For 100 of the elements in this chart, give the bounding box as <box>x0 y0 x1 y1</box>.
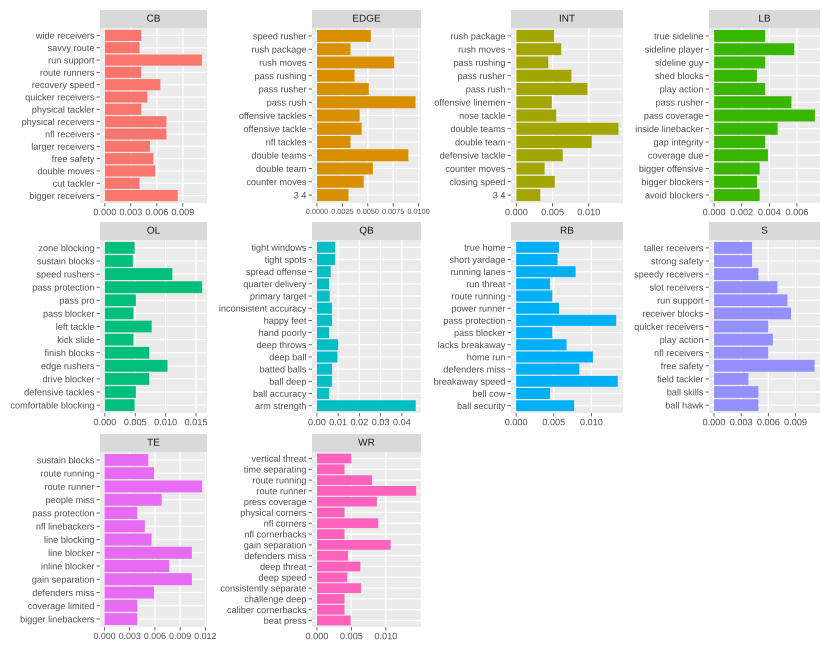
chart-title: INT <box>560 14 575 22</box>
y-tick-label: nfl receivers <box>46 130 94 138</box>
y-tick-label: challenge deep <box>244 596 306 604</box>
x-tick-label: 0.006 <box>144 632 166 640</box>
y-tick-label: lacks breakaway <box>438 341 506 350</box>
y-tick-label: quicker receivers <box>26 94 94 102</box>
y-tick-label: tight windows <box>252 244 306 253</box>
y-tick-label: pass rusher <box>259 86 306 94</box>
x-tick-label: 0.006 <box>786 208 808 216</box>
y-tick-label: wide receivers <box>36 32 94 39</box>
x-tick-label: 0.03 <box>372 418 390 426</box>
y-tick-label: route running <box>452 292 505 302</box>
y-tick-label: pass protection <box>444 317 505 326</box>
chart-title: S <box>762 226 768 234</box>
y-tick-label: line blocker <box>48 549 94 556</box>
y-tick-label: sideline guy <box>655 59 704 68</box>
y-tick-label: coverage due <box>648 152 704 160</box>
x-tick-label: 0.006 <box>757 418 780 426</box>
x-tick-label: 0.00 <box>308 418 326 426</box>
y-tick-label: arm strength <box>255 402 306 411</box>
y-tick-label: happy feet <box>264 317 306 326</box>
y-tick-label: offensive linemen <box>434 98 505 106</box>
x-tick-label: 0.000 <box>94 208 116 216</box>
x-tick-label: 0.000 <box>94 632 116 640</box>
y-tick-label: pass rushing <box>454 59 505 68</box>
y-tick-label: cut tackler <box>53 180 94 187</box>
y-tick-label: run support <box>658 298 704 306</box>
y-tick-label: ball skills <box>667 388 704 396</box>
y-tick-label: 3 4 <box>493 192 506 198</box>
y-tick-label: deep ball <box>270 354 306 362</box>
y-tick-label: tight spots <box>264 256 306 265</box>
y-tick-label: defensive tackle <box>440 152 506 159</box>
y-tick-label: bigger linebackers <box>20 616 94 624</box>
y-tick-label: vertical threat <box>251 455 306 462</box>
y-tick-label: route runner <box>45 484 94 490</box>
x-tick-label: 0.015 <box>184 418 208 426</box>
x-tick-label: 0.009 <box>172 208 194 216</box>
y-tick-label: bigger offensive <box>639 165 704 174</box>
y-tick-label: drive blocker <box>42 376 94 382</box>
chart-title: OL <box>147 226 160 234</box>
x-tick-label: 0.009 <box>784 418 807 426</box>
x-tick-label: 0.005 <box>542 418 565 426</box>
x-tick-label: 0.010 <box>374 632 397 640</box>
y-tick-label: defenders miss <box>32 589 94 596</box>
y-tick-label: defenders miss <box>444 366 506 373</box>
y-tick-label: pass rusher <box>656 98 704 108</box>
x-tick-label: 0.002 <box>730 208 753 216</box>
y-tick-label: physical corners <box>240 509 306 518</box>
y-tick-label: pass protection <box>32 510 94 518</box>
y-tick-label: pass rush <box>267 98 306 108</box>
chart-title: RB <box>560 226 574 234</box>
y-tick-label: inconsistent accuracy <box>219 304 306 314</box>
y-tick-label: bell cow <box>472 390 506 397</box>
y-tick-label: deep threat <box>260 563 306 572</box>
y-tick-label: nfl corners <box>264 520 306 527</box>
y-tick-label: pass rushing <box>255 72 306 81</box>
y-tick-label: running lanes <box>451 268 506 277</box>
y-tick-label: sustain blocks <box>37 258 94 264</box>
x-tick-label: 0.04 <box>393 418 411 426</box>
y-tick-label: power runner <box>452 306 506 314</box>
x-tick-label: 0.000 <box>702 418 726 426</box>
y-tick-label: offensive tackle <box>244 125 306 132</box>
y-tick-label: zone blocking <box>38 244 94 254</box>
x-tick-label: 0.009 <box>169 632 191 640</box>
y-tick-label: left tackle <box>56 323 94 330</box>
y-tick-label: time separating <box>244 466 306 475</box>
y-tick-label: ball deep <box>270 378 306 387</box>
y-tick-label: speed rusher <box>253 32 306 42</box>
x-tick-label: 0.000 <box>703 208 726 216</box>
x-tick-label: 0.01 <box>330 418 347 426</box>
y-tick-label: 3 4 <box>294 192 306 198</box>
y-tick-label: pass coverage <box>644 114 704 121</box>
y-tick-label: bigger receivers <box>30 192 94 201</box>
y-tick-label: short yardage <box>450 256 506 265</box>
y-tick-label: comfortable blocking <box>10 402 94 410</box>
y-tick-label: defensive tackles <box>24 388 94 396</box>
y-tick-label: rush moves <box>260 59 306 66</box>
y-tick-label: double team <box>256 165 306 172</box>
y-tick-label: home run <box>467 354 505 360</box>
y-tick-label: spread offense <box>246 268 306 277</box>
y-tick-label: batted balls <box>260 366 306 373</box>
y-tick-label: primary target <box>250 292 306 302</box>
y-tick-label: field tackler <box>657 376 704 382</box>
y-tick-label: double teams <box>252 152 306 159</box>
y-tick-label: pass blocker <box>454 329 506 338</box>
y-tick-label: ball accuracy <box>254 390 306 399</box>
y-tick-label: avoid blockers <box>645 192 704 198</box>
y-tick-label: pass pro <box>60 298 94 306</box>
x-tick-label: 0.000 <box>94 418 116 426</box>
y-tick-label: recovery speed <box>32 81 94 90</box>
y-tick-label: play action <box>660 86 703 94</box>
y-tick-label: consistently separate <box>220 584 306 594</box>
x-tick-label: 0.010 <box>580 418 602 426</box>
y-tick-label: free safety <box>660 362 704 372</box>
y-tick-label: nfl receivers <box>654 349 704 356</box>
x-tick-label: 0.005 <box>340 632 362 640</box>
y-tick-label: savvy route <box>48 45 94 53</box>
y-tick-label: run support <box>48 57 94 66</box>
x-tick-label: 0.010 <box>154 418 177 426</box>
y-tick-label: ball security <box>458 402 506 411</box>
